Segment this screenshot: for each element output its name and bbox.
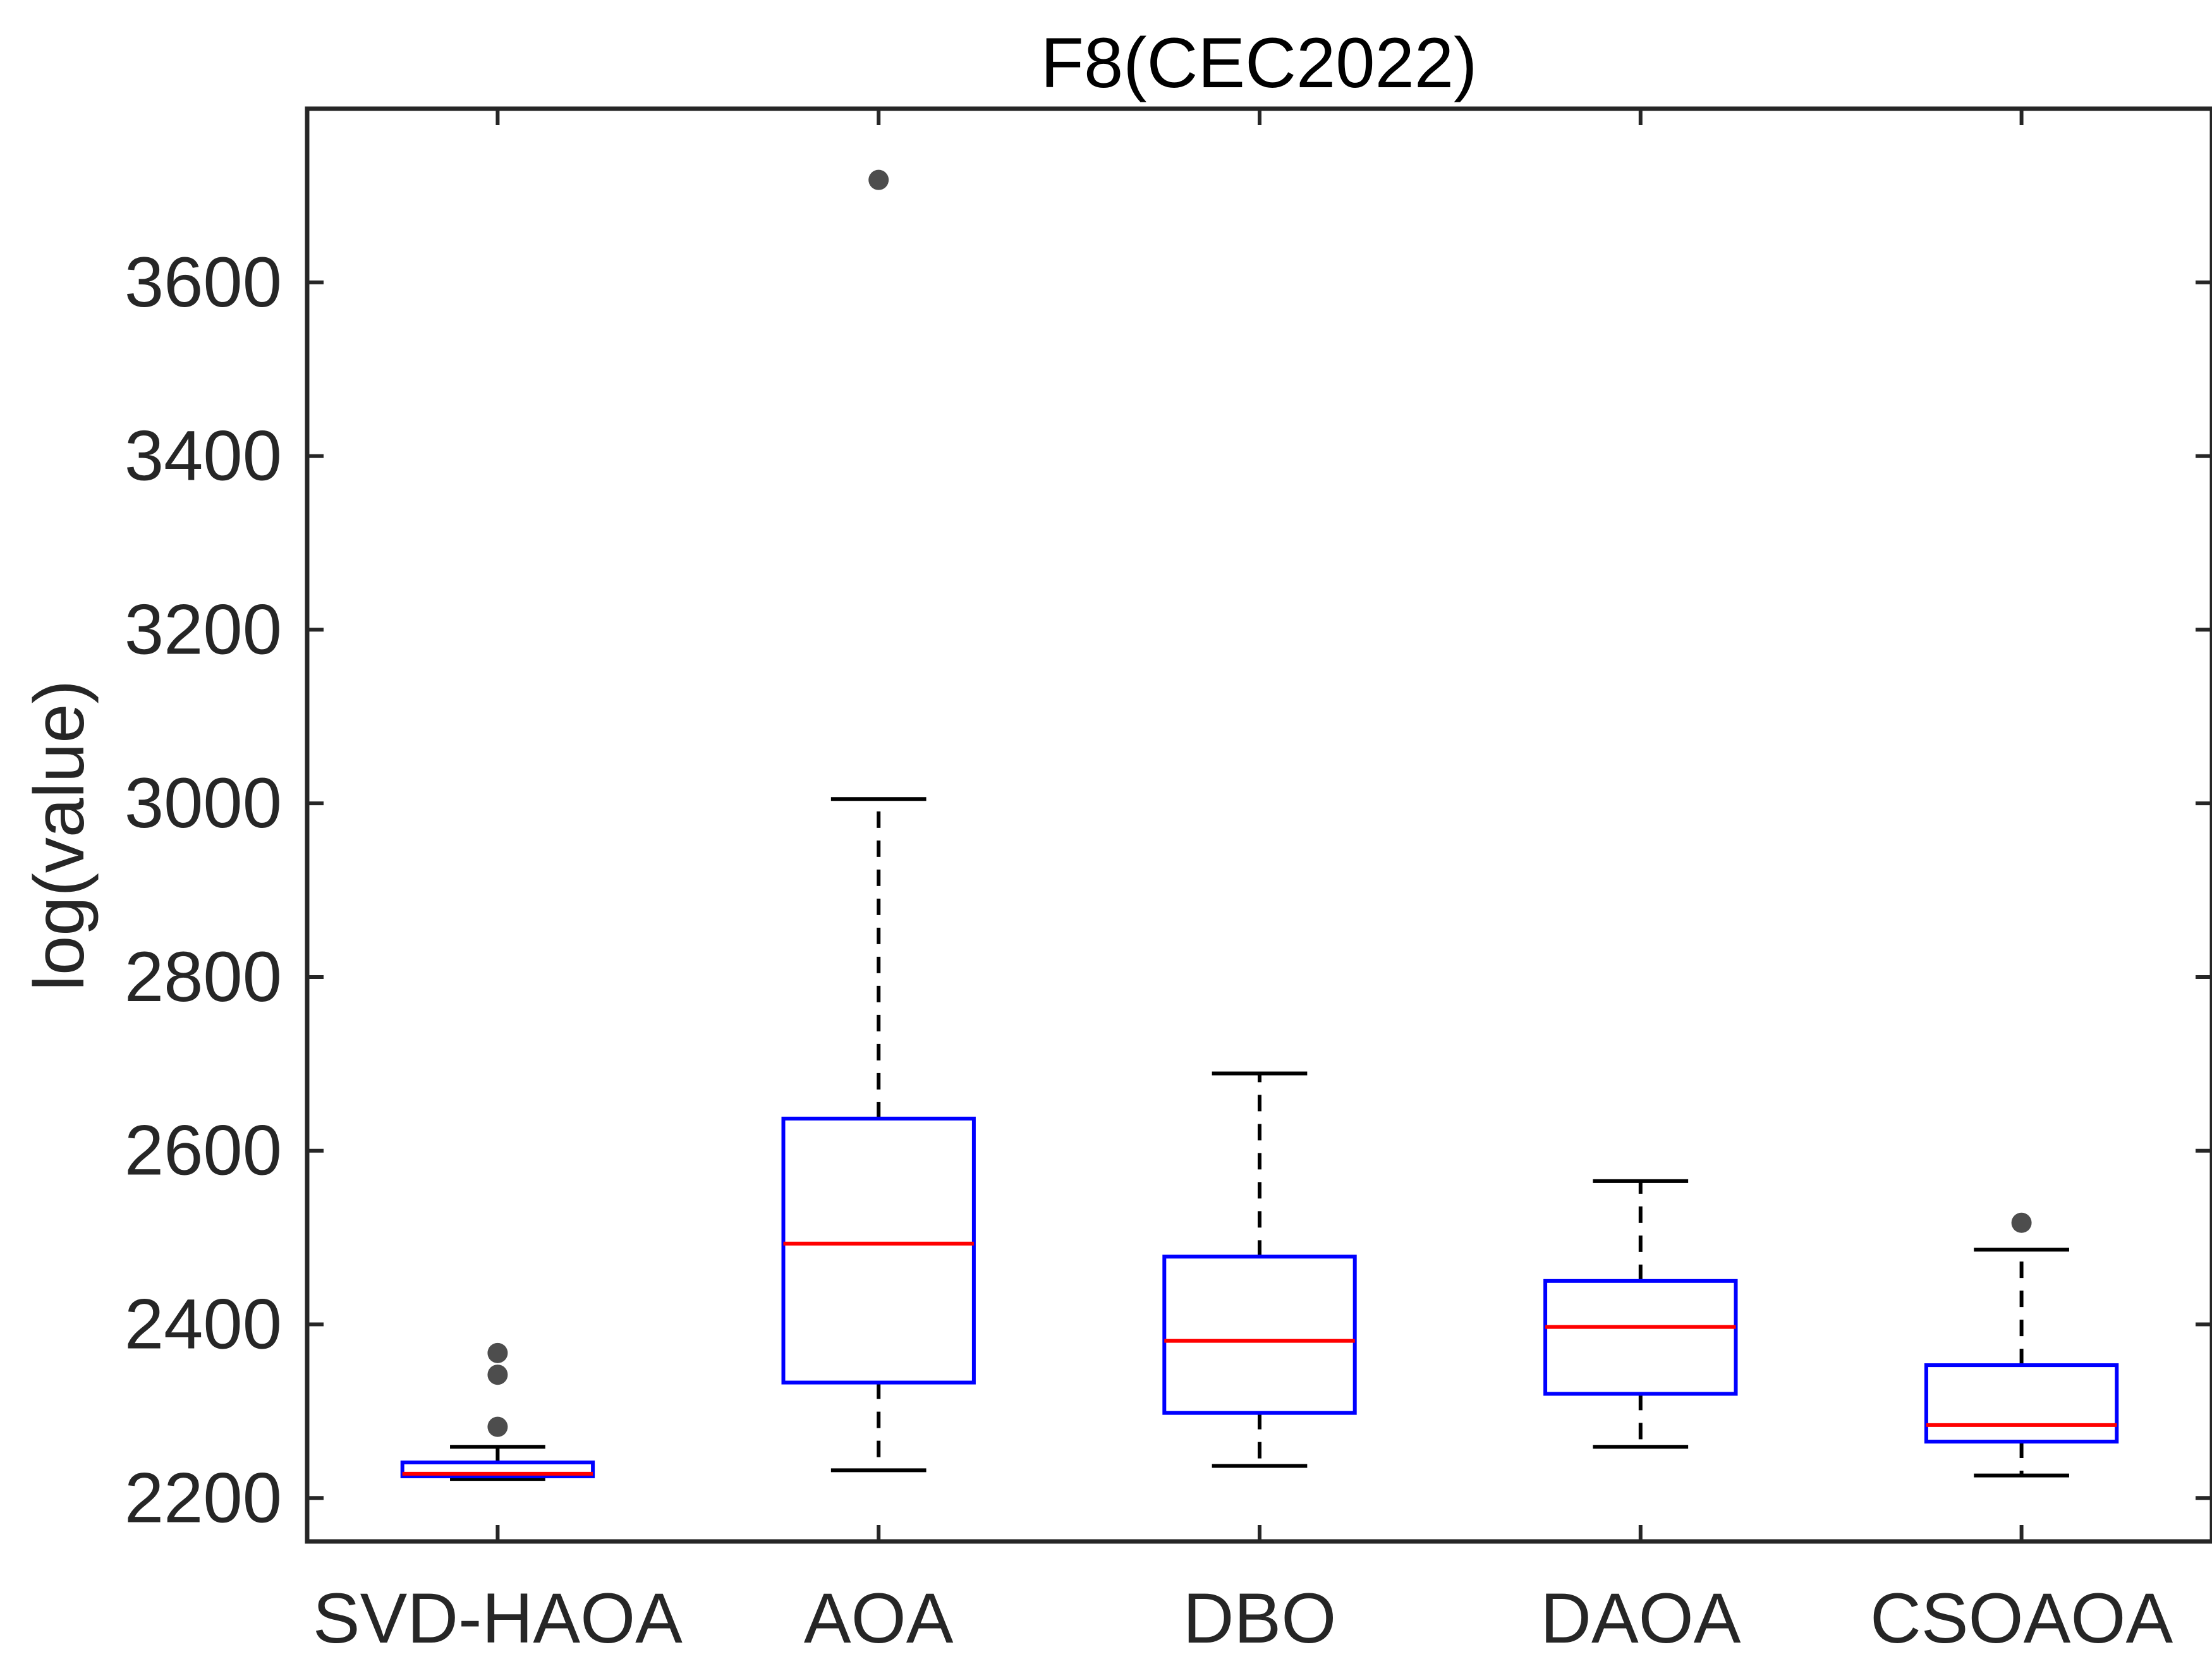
y-axis-label: log(value) [20, 680, 99, 991]
y-tick-label: 2800 [125, 937, 282, 1016]
box-group-daoa [1543, 1179, 1738, 1449]
outlier-point [487, 1364, 508, 1385]
iqr-box [1924, 1363, 2119, 1443]
y-tick-label: 3400 [125, 416, 282, 495]
box-group-dbo [1162, 1071, 1357, 1468]
axis-ticks: 2200 2400 2600 2800 3000 3200 3400 3600 SVD-HAOA… [125, 109, 2212, 1658]
y-tick-label: 3600 [125, 243, 282, 322]
outlier-point [2011, 1212, 2032, 1233]
y-tick-label: 3200 [125, 590, 282, 669]
boxes [400, 169, 2119, 1481]
box-group-csoaoa [1924, 1212, 2119, 1478]
box-group-aoa [781, 169, 976, 1473]
x-tick-label: DAOA [1540, 1579, 1741, 1658]
iqr-box [1162, 1255, 1357, 1415]
iqr-box [781, 1116, 976, 1385]
y-tick-label: 3000 [125, 763, 282, 842]
outlier-point [868, 169, 889, 190]
x-tick-label: SVD-HAOA [313, 1579, 683, 1658]
outlier-point [487, 1416, 508, 1437]
chart-title: F8(CEC2022) [1041, 23, 1478, 102]
iqr-box [1543, 1279, 1738, 1396]
box-group-svd-haoa [400, 1342, 595, 1481]
y-tick-label: 2600 [125, 1111, 282, 1190]
y-tick-label: 2400 [125, 1285, 282, 1364]
plot-frame [305, 106, 2212, 1544]
x-tick-label: AOA [804, 1579, 954, 1658]
x-tick-label: CSOAOA [1870, 1579, 2173, 1658]
y-tick-label: 2200 [125, 1458, 282, 1537]
x-tick-label: DBO [1183, 1579, 1337, 1658]
outlier-point [487, 1342, 508, 1363]
